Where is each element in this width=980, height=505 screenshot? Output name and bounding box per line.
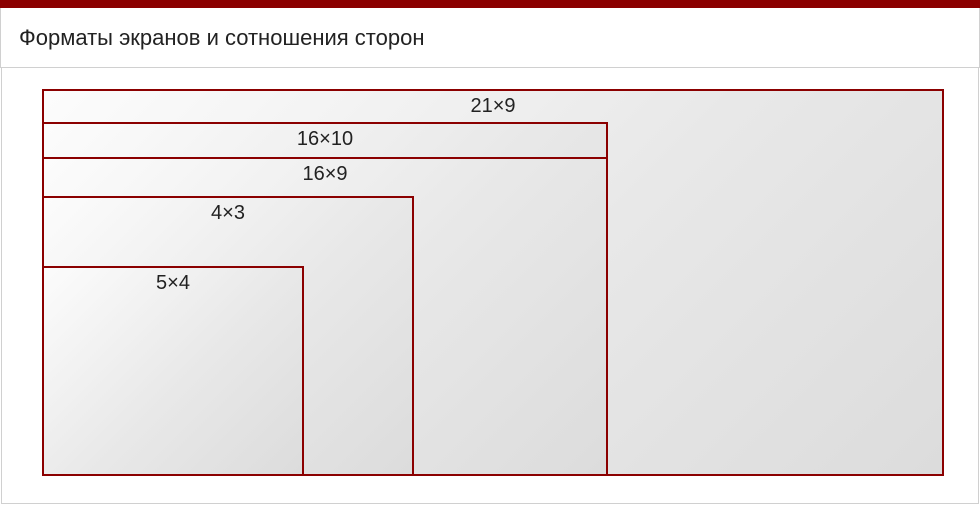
title-bar: Форматы экранов и сотношения сторон xyxy=(0,8,980,68)
ratio-label: 5×4 xyxy=(156,272,190,295)
page-title: Форматы экранов и сотношения сторон xyxy=(19,25,424,51)
ratio-label: 4×3 xyxy=(211,202,245,225)
ratio-box-5x4: 5×4 xyxy=(42,266,304,476)
aspect-ratio-diagram: 21×9 16×10 16×9 4×3 5×4 xyxy=(1,68,979,504)
infographic-frame: Форматы экранов и сотношения сторон 21×9… xyxy=(0,0,980,505)
ratio-label: 21×9 xyxy=(470,95,515,118)
ratio-label: 16×10 xyxy=(297,128,353,151)
ratio-label: 16×9 xyxy=(302,163,347,186)
